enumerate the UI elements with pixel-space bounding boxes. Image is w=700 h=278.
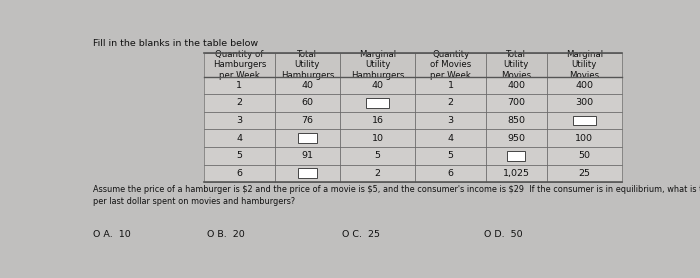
Text: 300: 300	[575, 98, 594, 108]
Text: 6: 6	[447, 169, 454, 178]
Text: 2: 2	[447, 98, 454, 108]
Bar	[274, 165, 340, 182]
Text: O A.  10: O A. 10	[93, 230, 131, 239]
Text: 10: 10	[372, 134, 384, 143]
Bar	[486, 112, 547, 129]
Bar	[204, 165, 274, 182]
Bar	[415, 94, 486, 112]
Bar	[274, 94, 340, 112]
Text: 850: 850	[508, 116, 525, 125]
Bar	[274, 147, 340, 165]
Text: 3: 3	[447, 116, 454, 125]
Text: 25: 25	[578, 169, 590, 178]
Bar	[340, 94, 415, 112]
Bar	[547, 129, 622, 147]
Text: 16: 16	[372, 116, 384, 125]
Text: 5: 5	[237, 151, 242, 160]
Text: 6: 6	[237, 169, 242, 178]
Text: Marginal
Utility
Hamburgers: Marginal Utility Hamburgers	[351, 50, 405, 80]
Bar	[298, 168, 317, 178]
Text: 5: 5	[374, 151, 381, 160]
Bar	[486, 165, 547, 182]
Bar	[367, 98, 389, 108]
Bar	[340, 129, 415, 147]
Bar	[415, 76, 486, 94]
Text: Total
Utility
Hamburgers: Total Utility Hamburgers	[281, 50, 334, 80]
Text: 50: 50	[578, 151, 590, 160]
Bar	[547, 147, 622, 165]
Text: 76: 76	[302, 116, 314, 125]
Bar	[547, 94, 622, 112]
Text: 40: 40	[302, 81, 314, 90]
Bar	[340, 112, 415, 129]
Text: 950: 950	[508, 134, 525, 143]
Bar	[486, 129, 547, 147]
Text: 700: 700	[508, 98, 525, 108]
Bar	[340, 76, 415, 94]
Text: O D.  50: O D. 50	[484, 230, 522, 239]
Text: Quantity
of Movies
per Week: Quantity of Movies per Week	[430, 50, 471, 80]
Bar	[547, 165, 622, 182]
Text: O B.  20: O B. 20	[207, 230, 244, 239]
Bar	[204, 94, 274, 112]
Bar	[415, 112, 486, 129]
Text: 5: 5	[447, 151, 454, 160]
Text: 4: 4	[237, 134, 242, 143]
Bar	[415, 147, 486, 165]
Bar	[547, 76, 622, 94]
Bar	[274, 112, 340, 129]
Text: Fill in the blanks in the table below: Fill in the blanks in the table below	[93, 39, 258, 48]
Bar	[547, 112, 622, 129]
Bar	[486, 76, 547, 94]
Bar	[415, 165, 486, 182]
Text: Assume the price of a hamburger is $2 and the price of a movie is $5, and the co: Assume the price of a hamburger is $2 an…	[93, 185, 700, 206]
Text: 91: 91	[302, 151, 314, 160]
Bar	[204, 129, 274, 147]
Bar	[298, 133, 317, 143]
Bar	[204, 147, 274, 165]
Bar	[507, 151, 525, 161]
Text: 60: 60	[302, 98, 314, 108]
Text: 3: 3	[237, 116, 242, 125]
Text: 100: 100	[575, 134, 593, 143]
Text: Quantity of
Hamburgers
per Week: Quantity of Hamburgers per Week	[213, 50, 266, 80]
Bar	[573, 116, 596, 125]
Bar	[204, 76, 274, 94]
Text: 1: 1	[237, 81, 242, 90]
Bar	[340, 165, 415, 182]
Text: 1,025: 1,025	[503, 169, 530, 178]
Text: Total
Utility
Movies: Total Utility Movies	[501, 50, 531, 80]
Text: 400: 400	[508, 81, 525, 90]
Text: 1: 1	[447, 81, 454, 90]
Bar	[415, 129, 486, 147]
Bar	[340, 147, 415, 165]
Text: 400: 400	[575, 81, 593, 90]
Text: 4: 4	[447, 134, 454, 143]
Bar	[274, 129, 340, 147]
Bar	[486, 147, 547, 165]
Bar	[274, 76, 340, 94]
Text: 2: 2	[237, 98, 242, 108]
Text: Marginal
Utility
Movies: Marginal Utility Movies	[566, 50, 603, 80]
Bar	[486, 94, 547, 112]
Bar	[204, 112, 274, 129]
Text: 2: 2	[374, 169, 381, 178]
Text: 40: 40	[372, 81, 384, 90]
Text: O C.  25: O C. 25	[342, 230, 381, 239]
